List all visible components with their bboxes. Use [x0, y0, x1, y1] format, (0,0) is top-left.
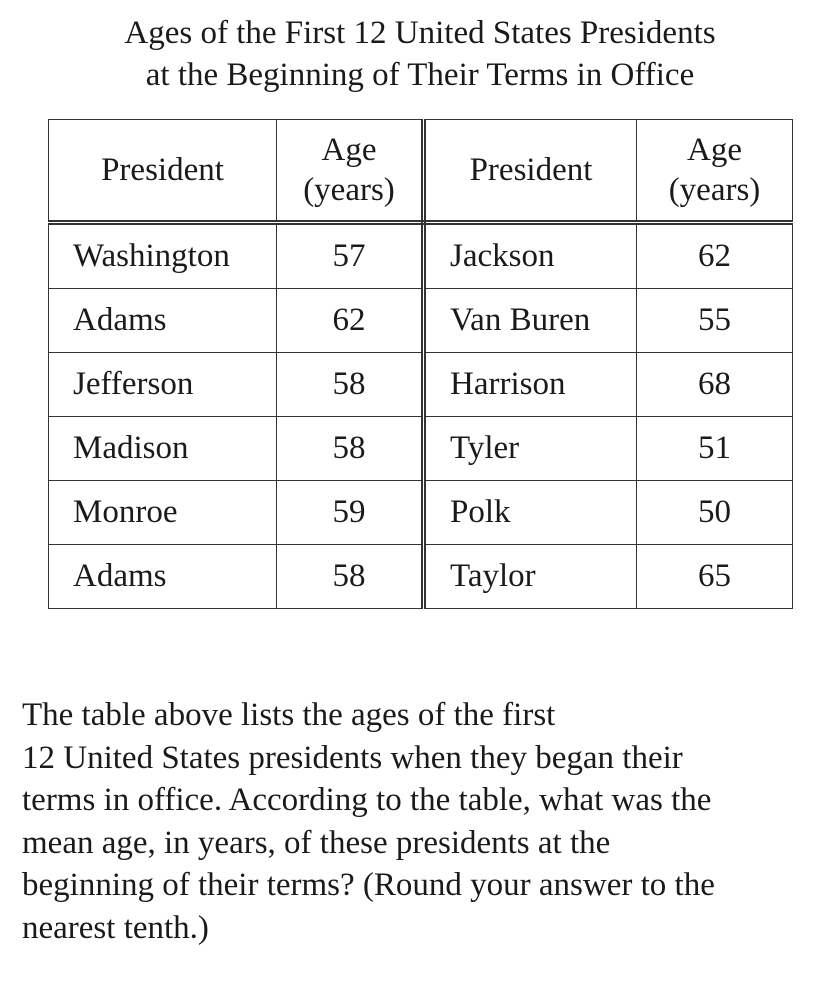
president-name: Jackson [423, 222, 637, 289]
question-text: The table above lists the ages of the fi… [22, 694, 822, 949]
table-row: Monroe 59 Polk 50 [48, 480, 793, 545]
table-row: Madison 58 Tyler 51 [48, 416, 793, 481]
question-line: 12 United States presidents when they be… [22, 739, 683, 776]
header-president-label: President [469, 152, 593, 188]
president-age: 50 [636, 480, 793, 545]
header-age-left: Age (years) [276, 119, 426, 225]
president-age: 68 [636, 352, 793, 417]
table-row: Jefferson 58 Harrison 68 [48, 352, 793, 417]
header-age-label: Age [687, 132, 742, 168]
president-age: 62 [636, 222, 793, 289]
president-name: Tyler [423, 416, 637, 481]
president-age: 55 [636, 288, 793, 353]
table-row: Adams 58 Taylor 65 [48, 544, 793, 609]
header-age-unit: (years) [303, 172, 395, 208]
president-age: 58 [276, 352, 426, 417]
president-age: 51 [636, 416, 793, 481]
president-age: 57 [276, 222, 426, 289]
table-title: Ages of the First 12 United States Presi… [0, 12, 840, 96]
president-name: Adams [48, 544, 277, 609]
table-row: Washington 57 Jackson 62 [48, 222, 793, 289]
president-age: 62 [276, 288, 426, 353]
president-name: Polk [423, 480, 637, 545]
president-age: 59 [276, 480, 426, 545]
president-name: Taylor [423, 544, 637, 609]
header-age-label: Age [321, 132, 377, 168]
question-line: beginning of their terms? (Round your an… [22, 867, 715, 903]
president-name: Washington [48, 222, 277, 289]
header-president-label: President [101, 152, 224, 188]
question-line: terms in office. According to the table,… [22, 782, 712, 818]
header-president-left: President [48, 119, 277, 225]
president-ages-table: President Age (years) President Age (yea… [48, 119, 793, 609]
president-name: Madison [48, 416, 277, 481]
president-age: 65 [636, 544, 793, 609]
president-name: Harrison [423, 352, 637, 417]
president-name: Adams [48, 288, 277, 353]
president-name: Monroe [48, 480, 277, 545]
title-line-1: Ages of the First 12 United States Presi… [124, 15, 716, 51]
title-line-2: at the Beginning of Their Terms in Offic… [145, 57, 695, 93]
table-row: Adams 62 Van Buren 55 [48, 288, 793, 353]
president-age: 58 [276, 544, 426, 609]
president-name: Jefferson [48, 352, 277, 417]
president-name: Van Buren [423, 288, 637, 353]
header-president-right: President [423, 119, 637, 225]
question-line: nearest tenth.) [22, 909, 209, 946]
header-age-unit: (years) [668, 172, 761, 208]
header-age-right: Age (years) [636, 119, 793, 225]
table-header-row: President Age (years) President Age (yea… [48, 119, 793, 225]
president-age: 58 [276, 416, 426, 481]
question-line: The table above lists the ages of the fi… [22, 697, 556, 733]
question-line: mean age, in years, of these presidents … [22, 824, 611, 861]
